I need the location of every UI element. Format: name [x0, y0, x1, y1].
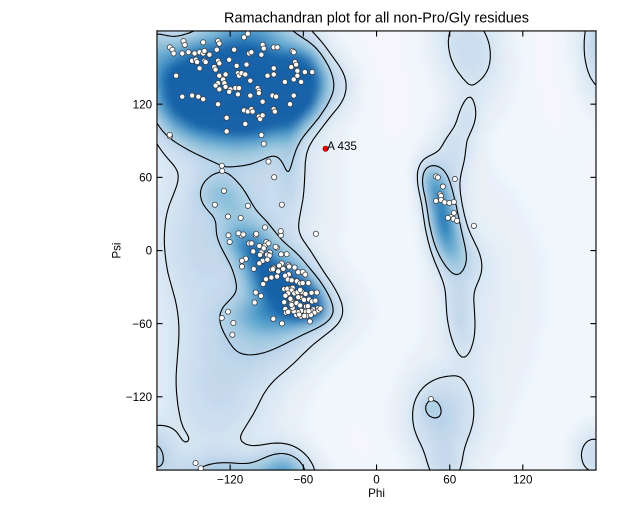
svg-text:0: 0: [373, 473, 380, 486]
svg-text:Ramachandran plot for all non-: Ramachandran plot for all non-Pro/Gly re…: [224, 11, 529, 27]
svg-text:A 435: A 435: [327, 140, 357, 153]
svg-text:0: 0: [146, 245, 153, 258]
svg-text:−60: −60: [293, 473, 313, 486]
svg-text:60: 60: [443, 473, 456, 486]
svg-text:Phi: Phi: [368, 487, 385, 500]
svg-text:−120: −120: [217, 473, 244, 486]
svg-text:−60: −60: [132, 318, 152, 331]
svg-text:60: 60: [139, 172, 152, 185]
svg-text:120: 120: [513, 473, 533, 486]
svg-text:Psi: Psi: [111, 242, 124, 258]
svg-text:120: 120: [133, 98, 153, 111]
svg-text:−120: −120: [126, 391, 153, 404]
